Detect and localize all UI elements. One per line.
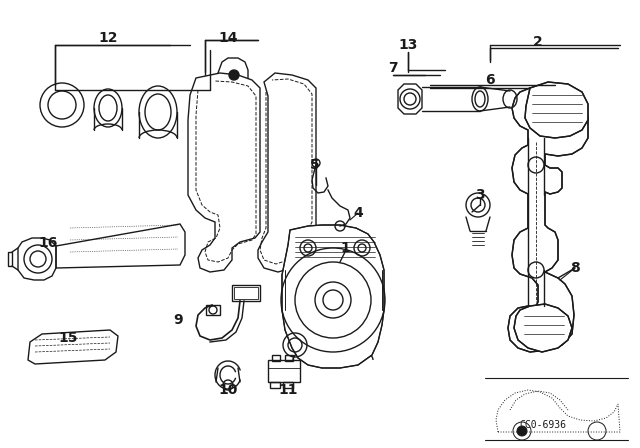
Text: 8: 8 (570, 261, 580, 275)
Polygon shape (514, 304, 572, 352)
Text: 4: 4 (353, 206, 363, 220)
Text: 3: 3 (475, 188, 485, 202)
Text: CC0-6936: CC0-6936 (520, 420, 566, 430)
Bar (8, 252, 12, 266)
Bar (206, 305, 220, 315)
Bar (283, 382, 293, 388)
Text: 7: 7 (388, 61, 398, 75)
Text: 5: 5 (310, 158, 320, 172)
Circle shape (517, 426, 527, 436)
Circle shape (229, 70, 239, 80)
Text: 9: 9 (173, 313, 183, 327)
Bar (234, 287, 258, 299)
Bar (270, 382, 280, 388)
Polygon shape (508, 86, 588, 352)
Polygon shape (282, 225, 384, 368)
Text: 13: 13 (398, 38, 418, 52)
Text: 2: 2 (533, 35, 543, 49)
Text: 10: 10 (218, 383, 237, 397)
Bar (232, 285, 260, 301)
Circle shape (323, 290, 343, 310)
Text: 11: 11 (278, 383, 298, 397)
Text: 15: 15 (58, 331, 77, 345)
Bar (268, 360, 300, 382)
Text: 6: 6 (485, 73, 495, 87)
Text: 12: 12 (99, 31, 118, 45)
Text: 16: 16 (38, 236, 58, 250)
Text: 14: 14 (218, 31, 237, 45)
Bar (285, 355, 293, 361)
Text: 1: 1 (340, 241, 350, 255)
Bar (272, 355, 280, 361)
Polygon shape (525, 82, 588, 138)
